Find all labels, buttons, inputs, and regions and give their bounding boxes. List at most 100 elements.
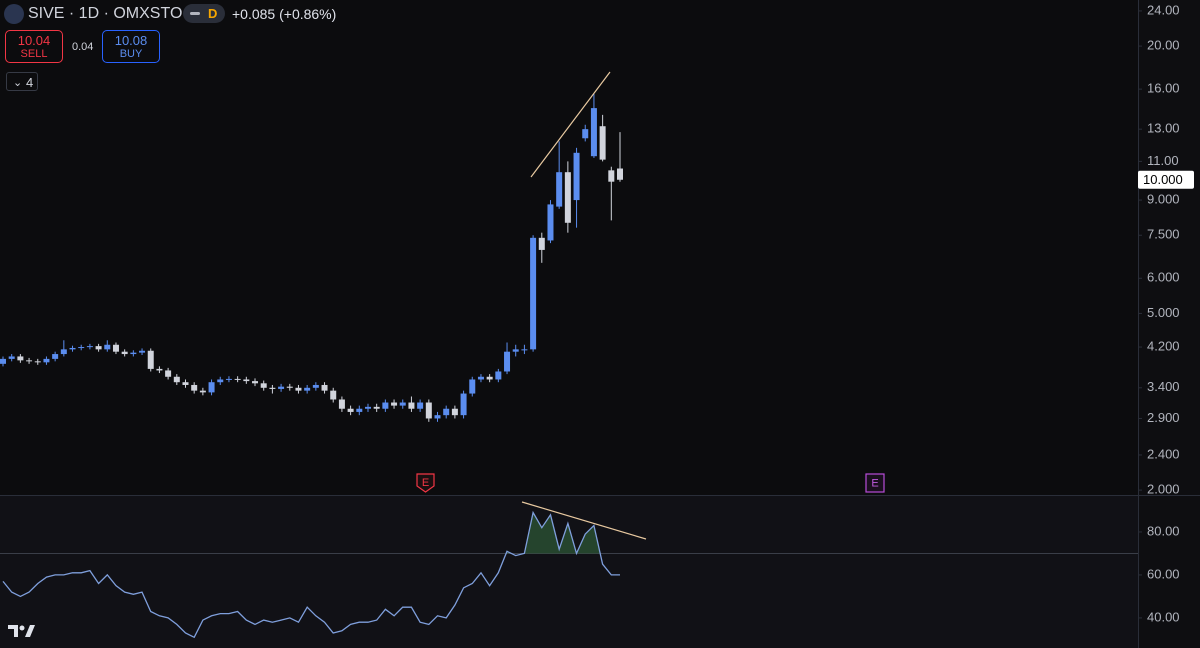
candle-body	[530, 237, 537, 350]
candle-body	[364, 406, 371, 409]
event-label: E	[422, 477, 429, 489]
y-tick-label: 40.00	[1147, 609, 1180, 624]
candle-body	[425, 402, 432, 419]
candle-body	[573, 152, 580, 201]
sell-label: SELL	[20, 48, 48, 60]
candle-body	[278, 386, 285, 389]
candle-body	[373, 406, 380, 409]
candle-body	[286, 386, 293, 388]
candle-body	[469, 379, 476, 394]
candle-body	[356, 408, 363, 412]
candle-body	[391, 402, 398, 406]
symbol-title: SIVE · 1D · OMXSTO	[28, 5, 183, 22]
candle-body	[34, 361, 41, 363]
candle-body	[617, 168, 623, 180]
y-tick-label: 5.000	[1147, 305, 1180, 320]
candle-body	[156, 368, 163, 371]
sell-button[interactable]: 10.04 SELL	[5, 30, 63, 63]
candle-body	[556, 172, 563, 207]
buy-label: BUY	[119, 48, 143, 60]
candle-body	[521, 349, 528, 351]
y-tick-label: 11.00	[1147, 153, 1179, 168]
candle-body	[312, 384, 319, 388]
candle-body	[147, 350, 154, 369]
candle-body	[443, 408, 450, 416]
candle-body	[130, 352, 137, 355]
candle-body	[104, 344, 111, 350]
candle-body	[399, 402, 406, 406]
candle-body	[112, 344, 119, 352]
current-price-box	[1138, 170, 1194, 189]
candle-body	[52, 354, 59, 359]
candle-body	[408, 402, 415, 409]
candle-body	[321, 384, 328, 391]
candle-body	[269, 387, 276, 389]
candle-body	[199, 390, 206, 393]
rsi-pane	[0, 496, 1138, 648]
candle-body	[608, 170, 615, 182]
event-marker: E	[416, 473, 435, 493]
y-tick-label: 7.500	[1147, 227, 1180, 242]
current-price-label: 10.000	[1143, 172, 1183, 187]
badge-label: D	[208, 6, 218, 21]
y-tick-label: 60.00	[1147, 566, 1180, 581]
y-tick-label: 80.00	[1147, 523, 1180, 538]
candle-body	[434, 415, 441, 419]
candle-body	[590, 108, 597, 157]
candle-body	[486, 376, 493, 380]
tv-logo	[8, 625, 35, 637]
candle-body	[69, 347, 76, 350]
indicators-toggle[interactable]: ⌄ 4	[6, 72, 38, 91]
candle-body	[538, 237, 545, 250]
candle-body	[547, 204, 554, 241]
candle-body	[330, 390, 337, 400]
y-tick-label: 20.00	[1147, 38, 1180, 53]
badge-toggle	[190, 12, 200, 15]
candle-body	[243, 379, 250, 382]
y-tick-label: 2.900	[1147, 410, 1180, 425]
y-tick-label: 16.00	[1147, 81, 1180, 96]
candle-body	[26, 360, 33, 362]
candle-body	[173, 376, 180, 383]
price-layer: 24.00 20.00 16.00 13.00 11.00 9.000 7.500 6.000…	[0, 2, 1194, 497]
event-label: E	[871, 477, 878, 489]
indicators-count: 4	[26, 75, 34, 90]
candle-body	[512, 349, 519, 352]
candle-body	[477, 376, 484, 380]
candle-body	[234, 378, 241, 380]
price-change: +0.085 (+0.86%)	[232, 6, 337, 22]
rsi-trendline	[521, 501, 647, 540]
y-tick-label: 2.400	[1147, 446, 1180, 461]
y-tick-label: 3.400	[1147, 379, 1180, 394]
candle-body	[17, 356, 24, 361]
candle-body	[564, 172, 571, 223]
candle-body	[260, 383, 267, 388]
candle-body	[8, 356, 15, 359]
candle-body	[382, 402, 389, 409]
chevron: ⌄	[13, 77, 23, 89]
candle-body	[139, 350, 146, 353]
overbought-fill	[3, 512, 620, 554]
candle-body	[295, 387, 302, 391]
y-tick-label: 2.000	[1147, 482, 1180, 497]
candle-body	[191, 384, 198, 391]
candle-body	[182, 382, 189, 385]
candle-body	[225, 378, 232, 380]
interval-badge[interactable]: D	[183, 4, 225, 23]
event-marker: E	[865, 473, 885, 493]
rsi-line	[2, 510, 620, 639]
y-tick-label: 6.000	[1147, 270, 1180, 285]
candle-body	[86, 346, 93, 348]
y-tick-label: 9.000	[1147, 192, 1180, 207]
candle-body	[460, 393, 467, 416]
candle-body	[304, 387, 311, 391]
rsi-layer: 80.00 60.00 40.00	[0, 510, 1180, 639]
candle-body	[43, 358, 50, 363]
candle-body	[338, 399, 345, 409]
candle-body	[599, 126, 606, 160]
candle-body	[417, 402, 424, 409]
buy-button[interactable]: 10.08 BUY	[102, 30, 160, 63]
candle-body	[495, 371, 502, 380]
